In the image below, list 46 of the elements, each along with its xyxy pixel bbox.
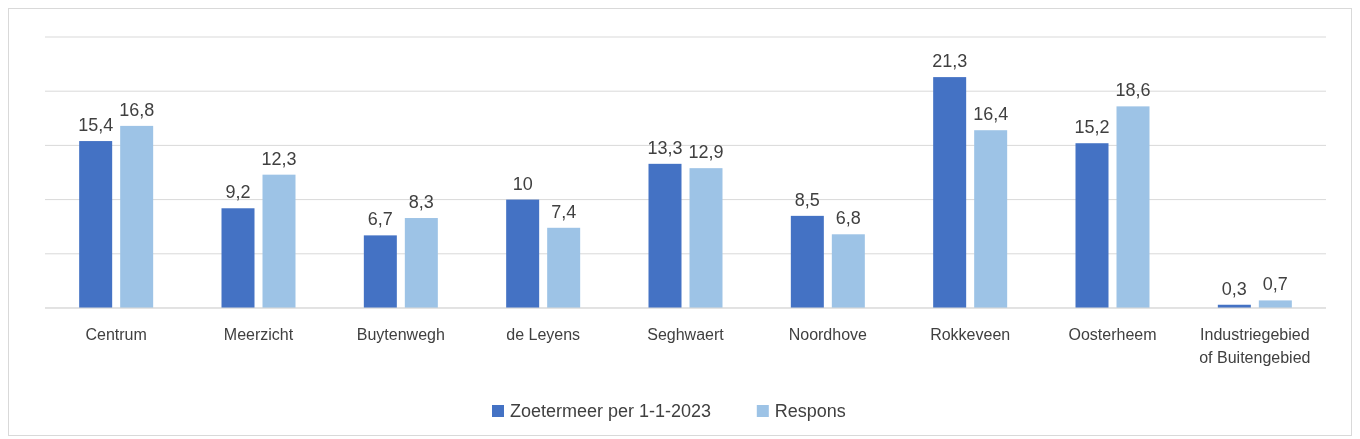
bar: [404, 218, 438, 308]
bar: [1258, 300, 1292, 308]
bar: [648, 163, 682, 308]
bar: [221, 208, 255, 308]
data-label: 9,2: [225, 182, 251, 203]
bar: [120, 125, 154, 308]
x-tick-label: Centrum: [85, 326, 147, 343]
data-label: 8,3: [408, 192, 434, 213]
bar: [933, 77, 967, 308]
x-tick-label: Noordhove: [788, 326, 868, 343]
bar: [363, 235, 397, 308]
data-label: 13,3: [647, 137, 683, 158]
data-label: 21,3: [932, 51, 968, 72]
data-label: 18,6: [1115, 80, 1151, 101]
data-label: 16,8: [119, 99, 155, 120]
bar: [1075, 143, 1109, 308]
x-tick-label: Meerzicht: [223, 326, 294, 343]
data-label: 15,2: [1074, 117, 1110, 138]
bar: [262, 174, 296, 308]
bar: [506, 199, 540, 308]
bar: [1116, 106, 1150, 308]
legend-label: Zoetermeer per 1-1-2023: [510, 401, 712, 422]
data-label: 15,4: [78, 115, 114, 136]
data-label: 16,4: [973, 104, 1009, 125]
data-label: 0,7: [1262, 274, 1288, 295]
x-tick-label: Rokkeveen: [930, 326, 1011, 343]
bar: [547, 227, 581, 308]
data-label: 6,8: [835, 208, 861, 229]
data-label: 8,5: [794, 189, 820, 210]
data-label: 12,9: [688, 142, 724, 163]
data-label: 7,4: [551, 201, 577, 222]
bar: [79, 141, 113, 308]
x-tick-label: de Leyens: [506, 326, 581, 343]
data-label: 10: [512, 173, 533, 194]
data-label: 12,3: [261, 148, 297, 169]
x-tick-label: Oosterheem: [1068, 326, 1157, 343]
x-tick-label: Industriegebied of Buitengebied: [1199, 326, 1311, 366]
bar: [974, 130, 1008, 308]
x-tick-label: Seghwaert: [647, 326, 725, 343]
bar: [689, 168, 723, 308]
data-label: 6,7: [367, 209, 393, 230]
data-label: 0,3: [1221, 278, 1247, 299]
bar: [790, 215, 824, 308]
x-tick-label: Buytenwegh: [356, 326, 445, 343]
legend-label: Respons: [774, 401, 846, 422]
bar: [831, 234, 865, 308]
